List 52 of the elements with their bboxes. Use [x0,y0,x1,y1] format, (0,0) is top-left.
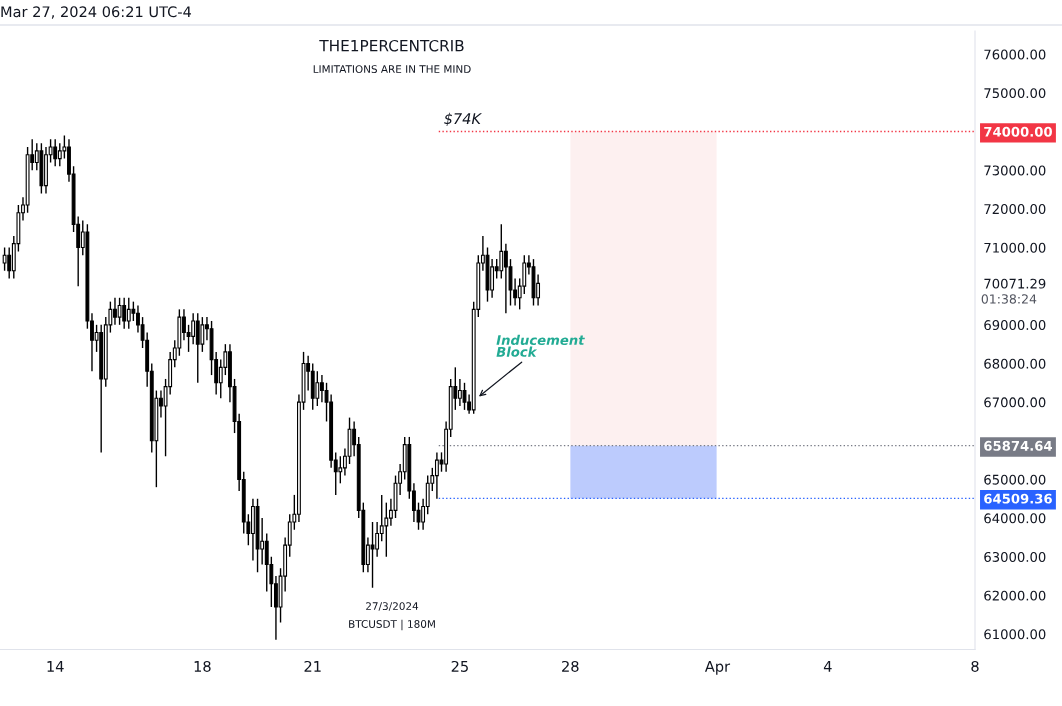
text: Mar 27, 2024 06:21 UTC-4 [1,6,192,19]
y-tick-label: 72000.00 [984,204,1046,215]
candlestick [7,246,12,280]
candlestick [522,254,527,295]
y-tick-label: 65874.64 [984,440,1052,451]
candlestick [131,300,136,322]
y-tick-label: 70071.29 [984,278,1046,289]
y-tick-label: 63000.00 [984,551,1046,562]
candlestick [2,246,7,272]
x-tick-label: 18 [194,660,211,672]
ref-line-label: $74K [444,112,482,127]
annotation: BTCUSDT | 180M [349,619,435,631]
y-tick-label: 75000.00 [984,88,1046,99]
candlestick [191,312,196,345]
candlestick [122,297,127,330]
y-tick-label: 68000.00 [984,358,1046,369]
chart-title: THE1PERCENTCRIB [319,39,464,52]
x-tick-label: 28 [562,660,579,672]
annotation: 27/3/2024 [366,602,419,611]
candlestick [195,312,200,384]
candlestick [338,455,343,485]
y-tick-label: 65000.00 [984,474,1046,485]
candlestick [384,501,389,558]
x-tick-label: 21 [304,660,321,672]
y-tick-label: 67000.00 [984,397,1046,408]
y-tick-label: 76000.00 [984,49,1046,60]
candlestick [53,138,58,168]
candlestick [57,142,62,168]
candlestick [315,370,320,407]
y-tick-label: 71000.00 [984,242,1046,253]
candlestick [264,532,269,593]
annotation: Inducement Block [496,334,585,357]
y-tick-label: 64000.00 [984,513,1046,524]
y-tick-label: 64509.36 [984,493,1052,504]
candlestick [499,223,504,280]
y-tick-label: 61000.00 [984,629,1046,640]
candlestick [200,316,205,353]
y-tick-label: 74000.00 [984,126,1052,137]
candlestick [462,382,467,411]
x-tick-label: 25 [451,660,468,672]
candlestick [117,297,122,326]
x-tick-label: 14 [47,661,64,672]
x-tick-label: 4 [823,661,832,672]
y-tick-label: 73000.00 [984,165,1046,176]
x-tick-label: 8 [971,660,979,672]
y-tick-label: 69000.00 [984,320,1046,331]
candlestick [370,521,375,589]
text: 01:38:24 [981,294,1037,304]
candlestick [126,297,131,330]
x-tick-label: Apr [704,661,731,675]
text: LIMITATIONS ARE IN THE MIND [313,65,471,74]
y-tick-label: 62000.00 [984,590,1046,601]
